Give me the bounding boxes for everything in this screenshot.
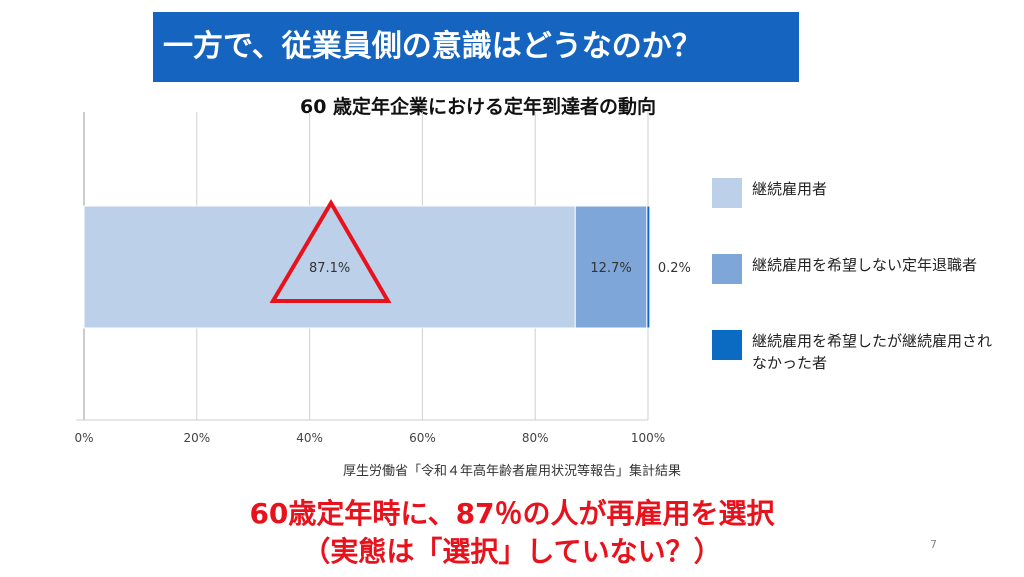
x-tick-label: 0% <box>74 431 93 445</box>
bar-segment-not-rehired <box>646 205 651 329</box>
bar-segment-retired <box>574 205 648 329</box>
bar-segment-continued <box>83 205 576 329</box>
legend-swatch-retired <box>712 254 742 284</box>
slide-banner: 一方で、従業員側の意識はどうなのか？ <box>153 12 799 82</box>
legend-label-retired: 継続雇用を希望しない定年退職者 <box>752 256 978 274</box>
conclusion-line-2: （実態は「選択」していない？） <box>302 535 722 568</box>
legend-item-continued: 継続雇用者 <box>712 178 1002 208</box>
chart-title: 60 歳定年企業における定年到達者の動向 <box>300 96 657 118</box>
legend-label-continued: 継続雇用者 <box>752 180 828 198</box>
x-tick-label: 80% <box>522 431 549 445</box>
legend-label-not-rehired: 継続雇用を希望したが継続雇用されなかった者 <box>752 332 993 372</box>
bar-label-continued: 87.1% <box>309 261 350 276</box>
x-tick-label: 100% <box>631 431 665 445</box>
legend-item-not-rehired: 継続雇用を希望したが継続雇用されなかった者 <box>712 330 1002 374</box>
legend-swatch-not-rehired <box>712 330 742 360</box>
legend-item-retired: 継続雇用を希望しない定年退職者 <box>712 254 1002 284</box>
page-number: 7 <box>930 538 937 551</box>
bar-label-retired: 12.7% <box>590 261 631 276</box>
source-note: 厚生労働省「令和４年高年齢者雇用状況等報告」集計結果 <box>342 464 681 479</box>
x-tick-label: 20% <box>183 431 210 445</box>
x-tick-label: 40% <box>296 431 323 445</box>
warning-triangle-icon <box>269 199 392 303</box>
bar-label-not-rehired: 0.2% <box>658 261 691 276</box>
x-tick-label: 60% <box>409 431 436 445</box>
conclusion-line-1: 60歳定年時に、87％の人が再雇用を選択 <box>249 497 775 530</box>
legend-swatch-continued <box>712 178 742 208</box>
